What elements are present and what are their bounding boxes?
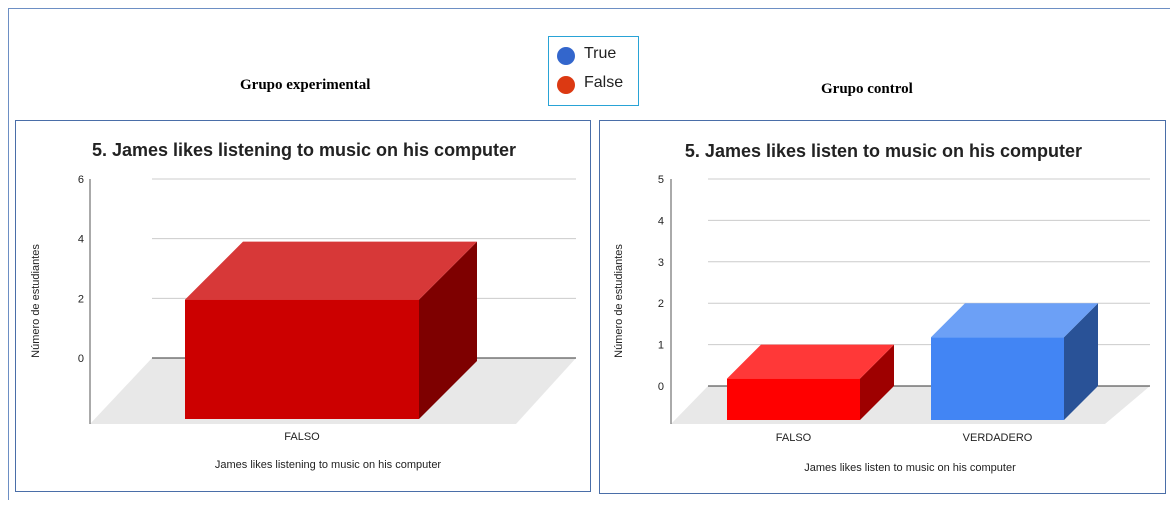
y-axis-label: Número de estudiantes [30,244,42,358]
x-axis-label: James likes listening to music on his co… [215,459,442,471]
y-axis-label: Número de estudiantes [613,244,625,358]
x-category-label: VERDADERO [963,432,1033,444]
y-tick-label: 3 [658,257,664,269]
y-tick-label: 0 [78,353,84,365]
chart-panel-experimental: 5. James likes listening to music on his… [15,120,591,492]
x-category-label: FALSO [284,431,320,443]
chart-panel-control: 5. James likes listen to music on his co… [599,120,1166,494]
legend-swatch-true [557,47,575,65]
y-tick-label: 2 [78,293,84,305]
bar-side-face [1064,303,1098,420]
legend-label-true: True [584,45,617,62]
legend-label-false: False [584,74,624,91]
y-tick-label: 4 [658,215,664,227]
y-tick-label: 2 [658,298,664,310]
chart-title: 5. James likes listen to music on his co… [685,141,1082,161]
y-tick-label: 4 [78,234,84,246]
chart-control: 5. James likes listen to music on his co… [613,141,1150,474]
bar-falso [727,344,894,420]
bar-front-face [727,378,860,420]
y-tick-label: 5 [658,174,664,186]
bar-top-face [185,241,477,300]
chart-experimental: 5. James likes listening to music on his… [30,140,576,471]
experimental-group-title: Grupo experimental [240,77,371,93]
y-tick-label: 1 [658,340,664,352]
bar-side-face [860,344,894,420]
bar-front-face [185,299,419,419]
bar-top-face [727,344,894,379]
y-tick-label: 6 [78,174,84,186]
control-group-title: Grupo control [821,81,913,97]
y-tick-label: 0 [658,381,664,393]
bar-falso [185,241,477,419]
bar-side-face [419,241,477,419]
x-category-label: FALSO [776,432,812,444]
bar-top-face [931,303,1098,338]
legend-swatch-false [557,76,575,94]
legend: True False [548,36,639,106]
chart-title: 5. James likes listening to music on his… [92,140,516,160]
x-axis-label: James likes listen to music on his compu… [804,462,1016,474]
figure-frame [8,8,1170,500]
bar-verdadero [931,303,1098,420]
bar-front-face [931,337,1064,420]
